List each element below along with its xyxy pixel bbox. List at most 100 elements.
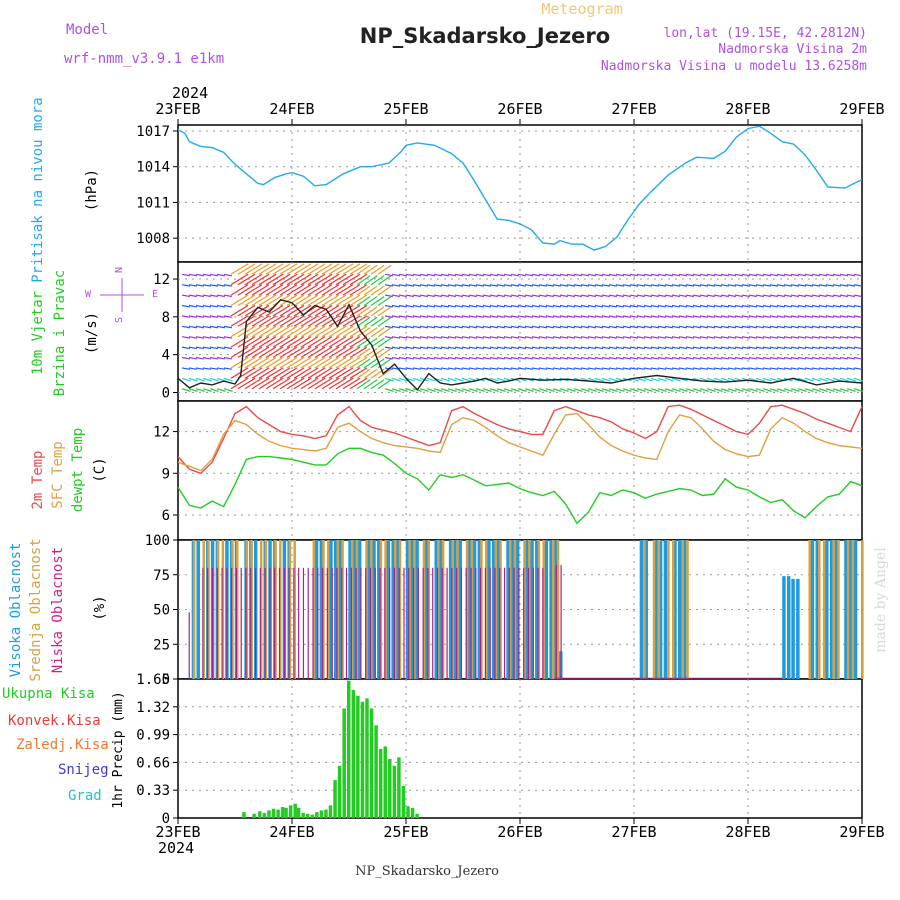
wind-arrow (265, 346, 284, 359)
wind-arrow (349, 284, 368, 296)
wind-arrow (790, 273, 799, 277)
wind-arrow (412, 336, 421, 339)
wind-arrow (622, 367, 631, 370)
wind-arrow (818, 377, 828, 382)
cloud-bar (555, 565, 557, 679)
wind-title-1: 10m Vjetar (30, 291, 46, 375)
wind-arrow (216, 336, 225, 339)
cloud-bar (537, 540, 541, 679)
wind-arrow (279, 294, 298, 307)
wind-arrow (797, 284, 806, 287)
wind-arrow (510, 325, 519, 329)
wind-arrow (405, 294, 414, 298)
wind-arrow (832, 336, 841, 339)
wind-arrow (552, 273, 561, 277)
wind-arrow (538, 304, 547, 308)
wind-arrow (209, 377, 219, 382)
wind-arrow (762, 377, 772, 382)
wind-arrow (748, 304, 757, 308)
wind-arrow (363, 358, 378, 369)
cloud-bar (508, 567, 510, 679)
wind-arrow (846, 273, 855, 277)
cloud-bar (652, 540, 656, 679)
wind-arrow (727, 273, 736, 277)
wind-arrow (384, 273, 393, 277)
wind-arrow (734, 284, 743, 287)
wind-arrow (664, 388, 674, 392)
cloud-bar (439, 540, 443, 679)
temp-2m-line (177, 404, 863, 475)
wind-arrow (552, 325, 561, 329)
station-title: NP_Skadarsko_Jezero (360, 24, 610, 48)
wind-arrow (846, 325, 855, 329)
clouds-ytick-label: 75 (153, 568, 170, 584)
wind-arrow (384, 304, 393, 308)
wind-arrow (391, 377, 401, 382)
wind-arrow (804, 273, 813, 277)
wind-arrow (811, 377, 821, 382)
wind-arrow (426, 346, 435, 350)
cloud-bar (468, 540, 472, 679)
wind-arrow (398, 304, 407, 308)
wind-arrow (195, 336, 204, 339)
wind-arrow (587, 377, 597, 382)
wind-arrow (741, 346, 750, 350)
wind-arrow (503, 284, 512, 287)
wind-arrow (608, 325, 617, 329)
wind-arrow (307, 284, 326, 296)
wind-arrow (342, 356, 361, 369)
wind-arrow (769, 325, 778, 329)
cloud-bar (681, 540, 685, 679)
wind-arrow (776, 356, 785, 360)
wind-arrow (258, 273, 277, 286)
wind-arrow (230, 346, 249, 359)
wind-arrow (384, 325, 393, 329)
wind-arrow (692, 336, 701, 339)
wind-arrow (209, 294, 218, 298)
wind-arrow (566, 284, 575, 287)
wind-arrow (671, 336, 680, 339)
wind-arrow (734, 346, 743, 350)
panel-precip: 1.65 1.32 0.99 0.66 0.33 0 (136, 672, 863, 827)
precip-bar (319, 810, 324, 818)
wind-arrow (804, 377, 814, 382)
wind-arrow (678, 273, 687, 277)
cloud-bar (254, 567, 257, 679)
wind-arrow (748, 346, 757, 350)
wind-arrow (342, 315, 361, 327)
wind-arrow (755, 356, 764, 360)
wind-arrow (433, 284, 442, 287)
wind-arrow (314, 273, 333, 286)
wind-arrow (552, 388, 562, 392)
wind-arrow (608, 367, 617, 370)
wind-arrow (552, 367, 561, 370)
wind-arrow (209, 346, 218, 350)
cloud-bar (530, 540, 534, 679)
wind-arrow (573, 346, 582, 350)
wind-arrow (419, 284, 428, 287)
wind-arrow (671, 377, 681, 382)
wind-arrow (699, 284, 708, 287)
cloud-bar (317, 567, 319, 679)
wind-arrow (601, 315, 610, 318)
wind-arrow (342, 273, 361, 286)
wind-arrow (566, 356, 575, 360)
wind-arrow (636, 325, 645, 329)
wind-arrow (839, 346, 848, 350)
wind-arrow (713, 367, 722, 370)
wind-arrow (503, 315, 512, 318)
wind-arrow (706, 346, 715, 350)
wind-arrow (321, 325, 340, 338)
wind-arrow (734, 304, 743, 308)
wind-arrow (489, 346, 498, 350)
wind-arrow (566, 273, 575, 277)
cloud-bar (207, 540, 210, 679)
cloud-bar (837, 540, 840, 679)
wind-arrow (825, 377, 835, 382)
wind-arrow (636, 356, 645, 360)
cloud-bar (853, 540, 858, 679)
wind-arrow (370, 358, 385, 369)
wind-arrow (510, 388, 520, 392)
cloud-bar (192, 540, 196, 679)
wind-arrow (748, 356, 757, 360)
